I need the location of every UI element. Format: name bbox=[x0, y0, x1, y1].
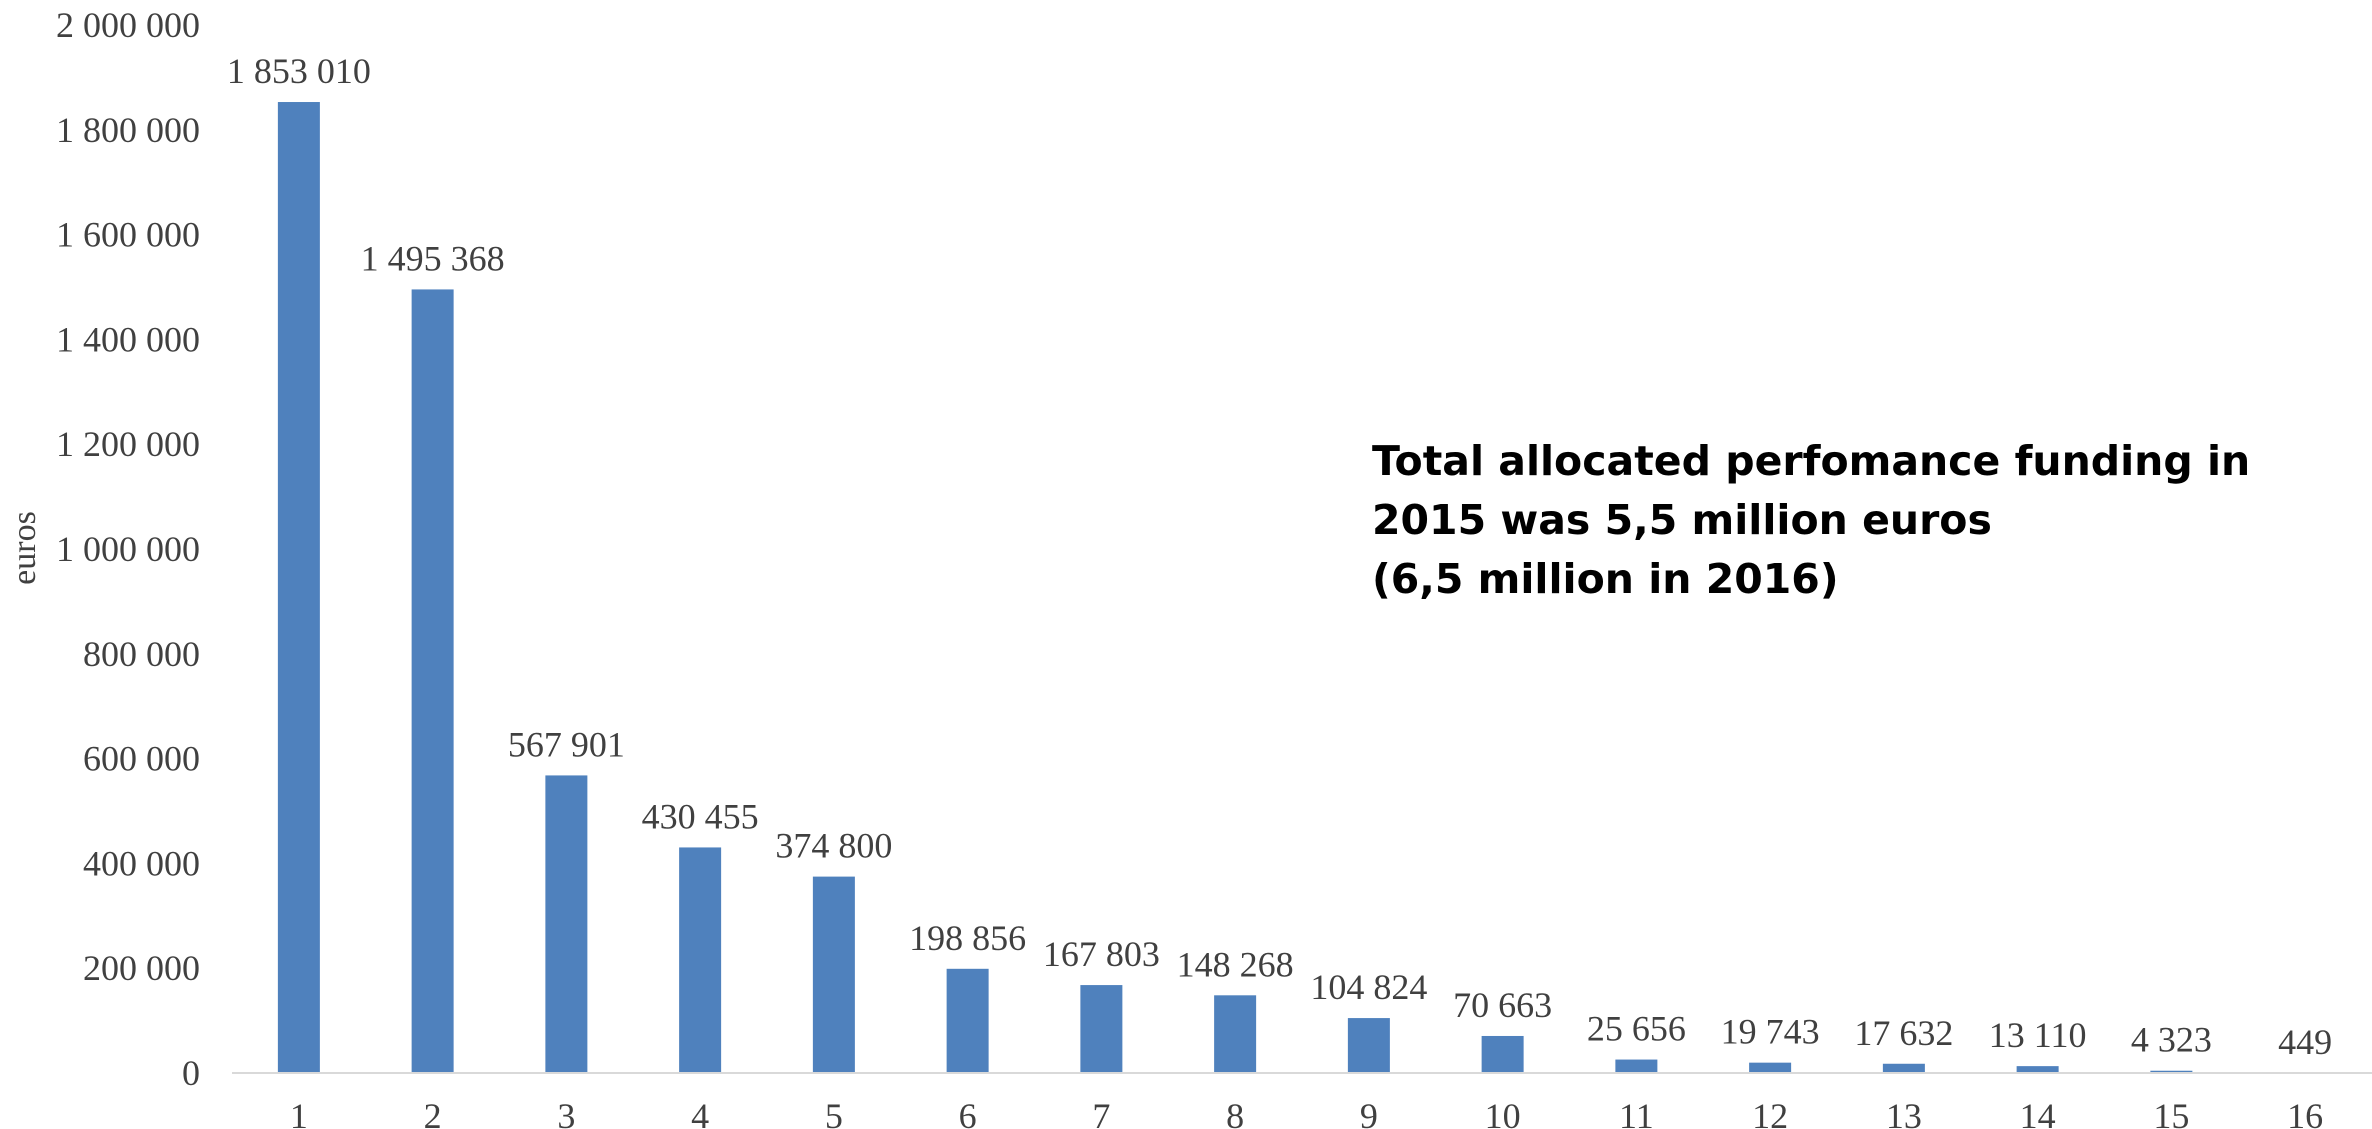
y-tick-label: 1 600 000 bbox=[56, 215, 200, 255]
bar bbox=[411, 289, 454, 1074]
bar-value-label: 167 803 bbox=[1043, 934, 1160, 974]
x-tick-label: 6 bbox=[959, 1096, 977, 1129]
x-tick-label: 7 bbox=[1092, 1096, 1110, 1129]
x-tick-label: 1 bbox=[290, 1096, 308, 1129]
annotation-line-2: 2015 was 5,5 million euros bbox=[1372, 496, 1992, 544]
bar bbox=[545, 775, 588, 1073]
bar-value-label: 19 743 bbox=[1721, 1012, 1820, 1052]
y-tick-label: 0 bbox=[182, 1053, 200, 1093]
bar-value-label: 104 824 bbox=[1310, 967, 1427, 1007]
y-tick-label: 600 000 bbox=[83, 739, 200, 779]
bar bbox=[812, 876, 855, 1073]
bar bbox=[1080, 985, 1123, 1073]
bar bbox=[277, 102, 320, 1073]
bar bbox=[2016, 1066, 2059, 1073]
bars bbox=[277, 102, 2327, 1074]
x-tick-label: 11 bbox=[1619, 1096, 1654, 1129]
bar-value-label: 374 800 bbox=[775, 826, 892, 866]
bar-value-label: 70 663 bbox=[1453, 985, 1552, 1025]
y-tick-label: 200 000 bbox=[83, 948, 200, 988]
data-labels: 1 853 010 1 495 368 567 901 430 455 374 800 1… bbox=[227, 51, 2332, 1062]
bar bbox=[1481, 1035, 1524, 1073]
bar-value-label: 148 268 bbox=[1177, 944, 1294, 984]
y-axis-ticks: 0 200 000 400 000 600 000 800 000 1 000 000 1 … bbox=[56, 5, 200, 1093]
bar-value-label: 1 495 368 bbox=[361, 238, 505, 278]
y-tick-label: 800 000 bbox=[83, 634, 200, 674]
bar-value-label: 17 632 bbox=[1854, 1013, 1953, 1053]
bar bbox=[1347, 1018, 1390, 1073]
bar bbox=[2150, 1070, 2193, 1073]
x-tick-label: 8 bbox=[1226, 1096, 1244, 1129]
chart-annotation: Total allocated perfomance funding in 20… bbox=[1372, 432, 2272, 609]
annotation-line-1: Total allocated perfomance funding in bbox=[1372, 437, 2251, 485]
x-tick-label: 12 bbox=[1752, 1096, 1788, 1129]
x-tick-label: 10 bbox=[1485, 1096, 1521, 1129]
y-tick-label: 1 000 000 bbox=[56, 529, 200, 569]
x-tick-label: 3 bbox=[557, 1096, 575, 1129]
bar-value-label: 1 853 010 bbox=[227, 51, 371, 91]
bar bbox=[1882, 1063, 1925, 1073]
y-tick-label: 1 200 000 bbox=[56, 424, 200, 464]
bar bbox=[1214, 995, 1257, 1073]
y-tick-label: 1 800 000 bbox=[56, 110, 200, 150]
bar-value-label: 4 323 bbox=[2131, 1020, 2212, 1060]
bar bbox=[946, 968, 989, 1073]
x-tick-label: 2 bbox=[424, 1096, 442, 1129]
bar bbox=[679, 847, 722, 1073]
bar-value-label: 567 901 bbox=[508, 724, 625, 764]
bar-value-label: 449 bbox=[2278, 1022, 2332, 1062]
bar bbox=[1615, 1059, 1658, 1073]
x-tick-label: 13 bbox=[1886, 1096, 1922, 1129]
bar-value-label: 25 656 bbox=[1587, 1009, 1686, 1049]
y-axis-title: euros bbox=[6, 511, 43, 585]
bar-value-label: 13 110 bbox=[1989, 1015, 2087, 1055]
x-tick-label: 15 bbox=[2153, 1096, 2189, 1129]
annotation-line-3: (6,5 million in 2016) bbox=[1372, 555, 1839, 603]
y-tick-label: 400 000 bbox=[83, 843, 200, 883]
bar-value-label: 198 856 bbox=[909, 918, 1026, 958]
x-tick-label: 16 bbox=[2287, 1096, 2323, 1129]
y-tick-label: 1 400 000 bbox=[56, 319, 200, 359]
x-tick-label: 14 bbox=[2020, 1096, 2056, 1129]
x-tick-label: 4 bbox=[691, 1096, 709, 1129]
y-tick-label: 2 000 000 bbox=[56, 5, 200, 45]
x-tick-label: 9 bbox=[1360, 1096, 1378, 1129]
bar-value-label: 430 455 bbox=[642, 796, 759, 836]
x-tick-label: 5 bbox=[825, 1096, 843, 1129]
bar bbox=[1749, 1062, 1792, 1073]
x-axis-ticks: 1 2 3 4 5 6 7 8 9 10 11 12 13 14 15 16 bbox=[290, 1096, 2323, 1129]
